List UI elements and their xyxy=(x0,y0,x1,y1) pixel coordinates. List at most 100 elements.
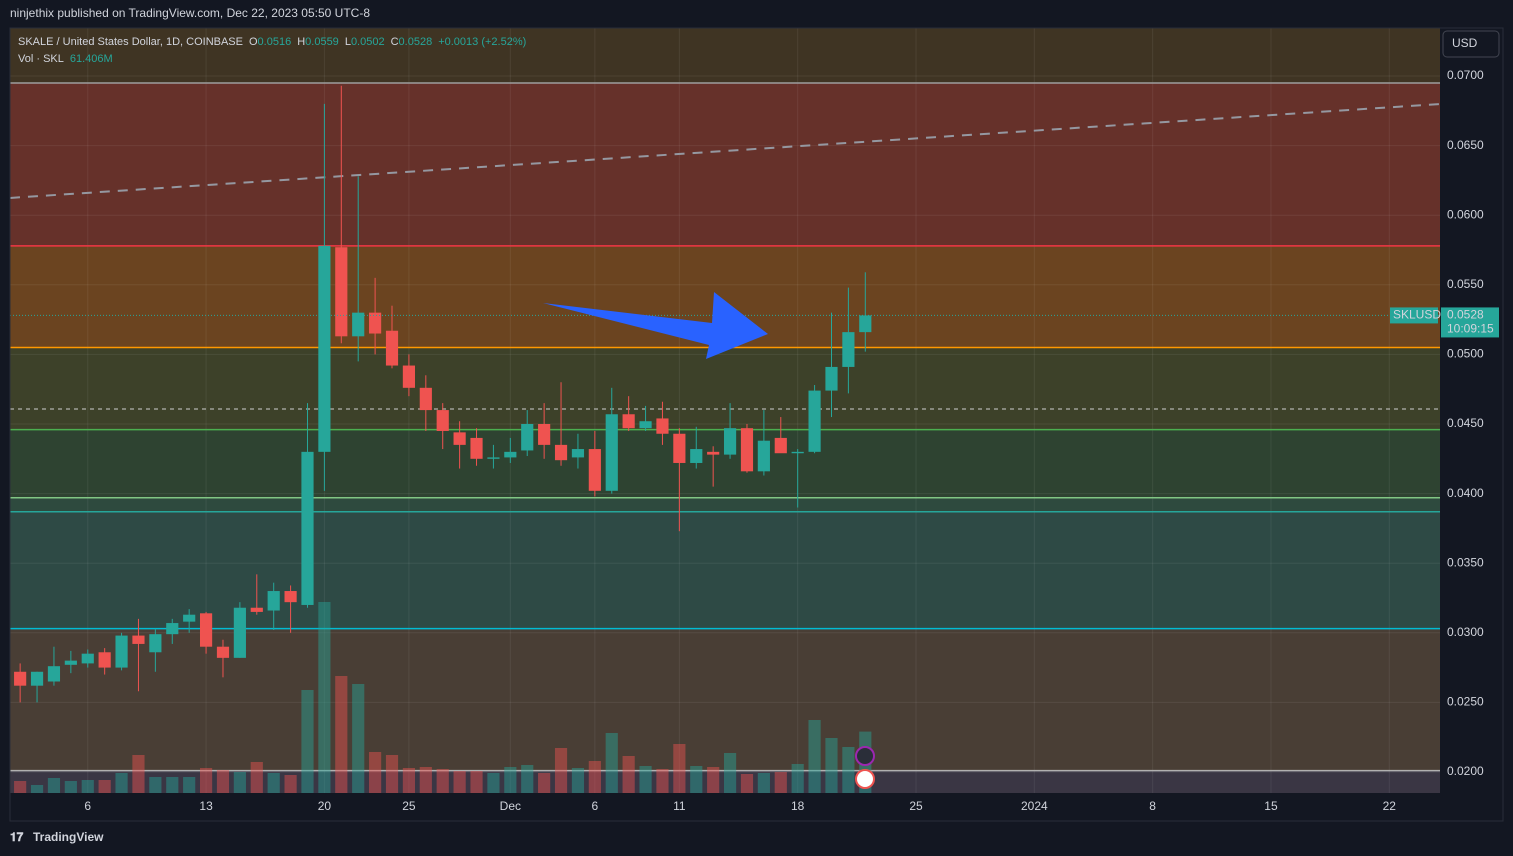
volume-bar xyxy=(250,762,263,793)
volume-bar xyxy=(149,777,162,793)
candle-body xyxy=(808,390,821,452)
volume-bar xyxy=(605,733,618,793)
volume-bar xyxy=(81,780,94,793)
symbol-tag-text: SKLUSD xyxy=(1393,308,1441,322)
zone xyxy=(10,82,1440,246)
volume-bar xyxy=(842,747,855,793)
volume-bar xyxy=(419,767,432,793)
y-tick-label: 0.0400 xyxy=(1447,486,1484,500)
candle-body xyxy=(673,433,686,463)
candle-body xyxy=(385,330,399,366)
volume-bar xyxy=(267,773,280,793)
candle-body xyxy=(436,410,449,431)
volume-legend: Vol · SKL 61.406M xyxy=(18,53,113,65)
volume-bar xyxy=(132,755,145,793)
volume-bar xyxy=(504,767,517,793)
volume-bar xyxy=(216,770,230,793)
candle-body xyxy=(284,591,297,603)
y-tick-label: 0.0650 xyxy=(1447,138,1484,152)
y-tick-label: 0.0250 xyxy=(1447,695,1484,709)
candle-body xyxy=(521,424,534,451)
flag-icon[interactable] xyxy=(855,769,875,789)
volume-bar xyxy=(487,773,500,793)
x-tick-label: 15 xyxy=(1264,799,1278,813)
x-tick-label: 11 xyxy=(673,799,686,813)
symbol-tag xyxy=(1390,307,1438,324)
y-tick-label: 0.0700 xyxy=(1447,68,1484,82)
candle-body xyxy=(605,414,618,491)
volume-bar xyxy=(284,775,297,793)
volume-bar xyxy=(166,777,179,793)
x-tick-label: 20 xyxy=(318,799,332,813)
volume-bar xyxy=(199,768,213,793)
volume-bar xyxy=(622,756,635,793)
candle-body xyxy=(98,652,111,668)
candle-body xyxy=(402,365,415,388)
candle-body xyxy=(132,635,145,644)
x-tick-label: 18 xyxy=(791,799,805,813)
y-tick-label: 0.0300 xyxy=(1447,625,1484,639)
volume-bar xyxy=(825,738,838,793)
h-key: H xyxy=(297,36,305,48)
y-tick-label: 0.0500 xyxy=(1447,347,1484,361)
candle-body xyxy=(64,660,77,665)
y-tick-label: 0.0550 xyxy=(1447,277,1484,291)
candle-body xyxy=(166,623,179,635)
candle-body xyxy=(453,432,466,445)
price-tag-text: 0.0528 xyxy=(1447,308,1484,322)
currency: USD xyxy=(1452,36,1478,50)
candle-body xyxy=(740,428,754,472)
volume-bar xyxy=(723,753,737,793)
zone xyxy=(10,497,1440,512)
zone xyxy=(10,28,1440,83)
price-axis xyxy=(1440,28,1503,821)
volume-bar xyxy=(656,769,669,793)
volume-bar xyxy=(639,766,652,793)
currency-button[interactable] xyxy=(1442,30,1500,58)
candle-body xyxy=(352,312,365,337)
candle-body xyxy=(656,418,669,434)
zone xyxy=(10,347,1440,430)
l-key: L xyxy=(345,36,351,48)
candle-body xyxy=(419,387,432,411)
l-value: 0.0502 xyxy=(351,36,385,48)
price-tag xyxy=(1441,307,1499,338)
y-tick-label: 0.0450 xyxy=(1447,416,1484,430)
volume-value: 61.406M xyxy=(70,53,113,65)
zone xyxy=(10,511,1440,629)
volume-bar xyxy=(436,769,449,793)
x-tick-label: 6 xyxy=(592,799,599,813)
volume-bar xyxy=(757,773,770,793)
candle-body xyxy=(149,634,162,653)
frame xyxy=(9,27,1504,822)
candle-body xyxy=(622,414,635,429)
candle-body xyxy=(774,437,787,454)
volume-bar xyxy=(673,744,686,793)
volume-bar xyxy=(183,777,196,793)
candle-body xyxy=(267,591,280,611)
candle-body xyxy=(199,613,213,647)
volume-bar xyxy=(588,761,601,793)
volume-bar xyxy=(233,772,246,793)
event-icon[interactable] xyxy=(855,746,875,766)
volume-bar xyxy=(791,764,804,793)
candle-body xyxy=(30,671,44,686)
volume-bar xyxy=(453,771,466,793)
volume-bar xyxy=(571,768,585,793)
candle-body xyxy=(757,440,770,472)
c-value: 0.0528 xyxy=(399,36,433,48)
volume-bar xyxy=(115,773,128,793)
o-value: 0.0516 xyxy=(258,36,292,48)
candle-body xyxy=(470,437,483,459)
candle-body xyxy=(571,449,585,458)
volume-bar xyxy=(521,765,534,793)
volume-bar xyxy=(774,772,787,793)
volume-bar xyxy=(318,602,331,793)
candle-body xyxy=(250,607,263,612)
x-tick-label: 2024 xyxy=(1021,799,1048,813)
x-tick-label: 6 xyxy=(84,799,91,813)
candle-body xyxy=(183,614,196,622)
candle-body xyxy=(639,421,652,429)
o-key: O xyxy=(249,36,258,48)
